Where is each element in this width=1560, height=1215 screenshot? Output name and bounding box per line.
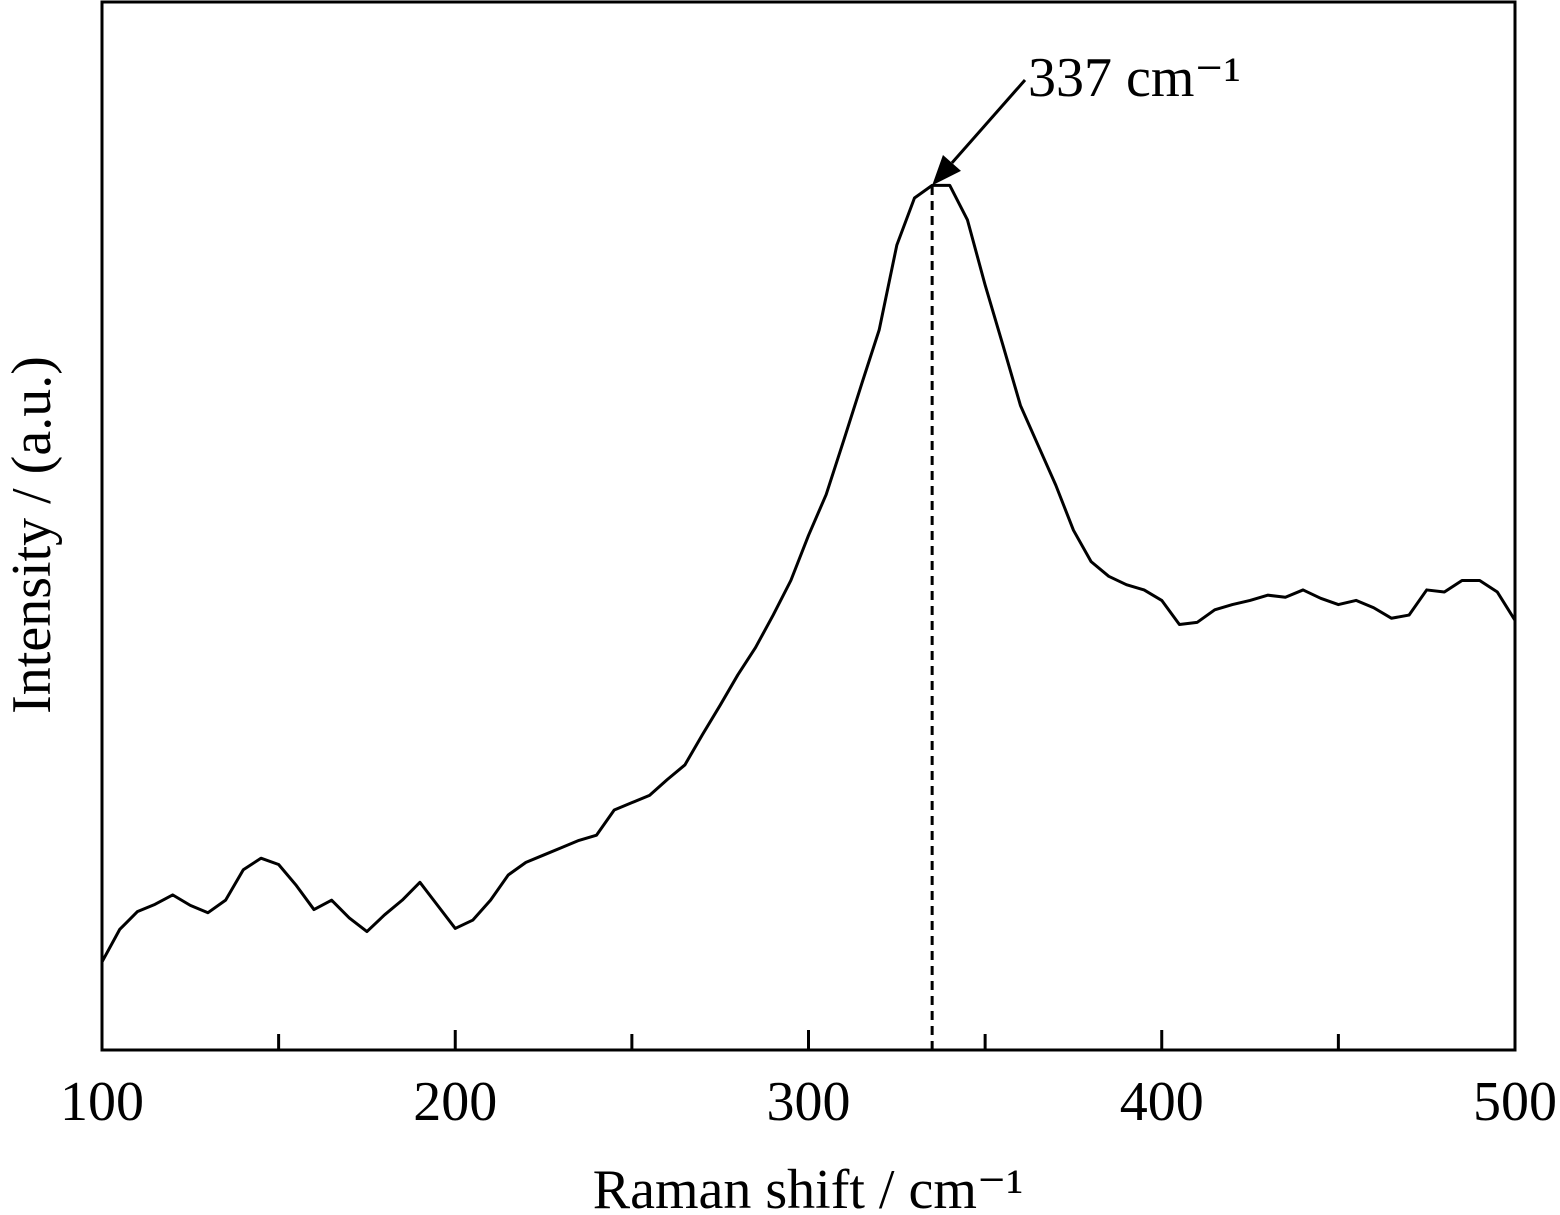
peak-annotation: 337 cm⁻¹ [1028, 47, 1241, 109]
x-tick-label: 400 [1120, 1071, 1204, 1133]
plot-frame [100, 0, 1517, 1052]
x-tick-label: 500 [1473, 1071, 1557, 1133]
y-axis-label: Intensity / (a.u.) [1, 356, 63, 714]
x-tick-label: 200 [413, 1071, 497, 1133]
x-tick-label: 100 [60, 1071, 144, 1133]
annotation-arrowhead [932, 154, 961, 186]
spectrum-line [100, 183, 1517, 963]
x-axis-label: Raman shift / cm⁻¹ [593, 1159, 1024, 1215]
x-tick-label: 300 [767, 1071, 851, 1133]
annotation-arrow [950, 79, 1027, 164]
